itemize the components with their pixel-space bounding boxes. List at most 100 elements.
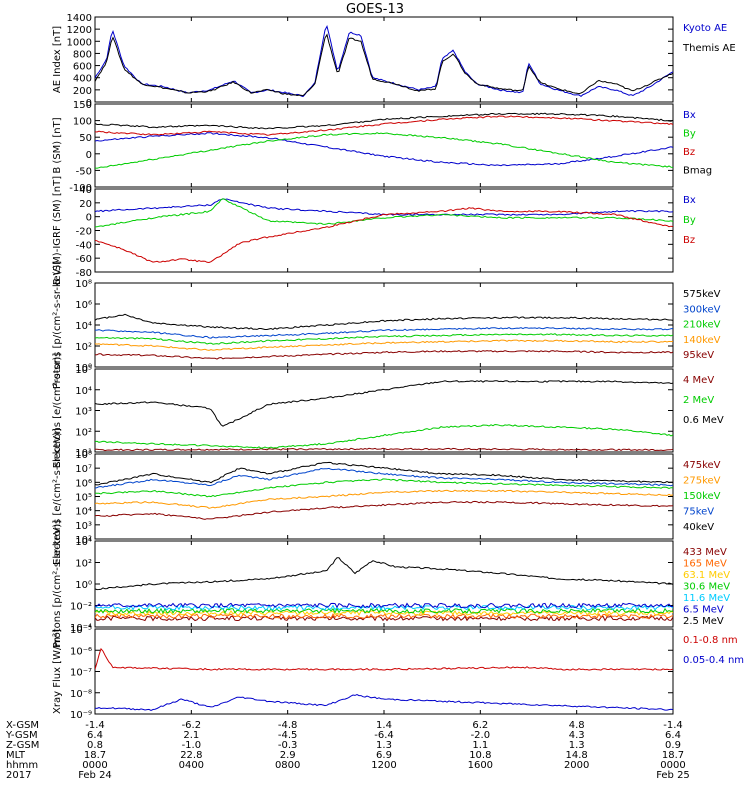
legend-entry: 4 MeV <box>683 375 714 386</box>
ephemeris-value: 10.8 <box>469 750 491 761</box>
y-tick-label: 150 <box>73 100 92 111</box>
series-line-433-mev <box>95 615 673 622</box>
ephemeris-row-label: Z-GSM <box>6 740 39 751</box>
series-line-bmag <box>95 112 673 130</box>
y-tick-label: 10³ <box>75 407 92 418</box>
y-tick-label: 10² <box>75 427 92 438</box>
series-line-40kev <box>95 461 673 486</box>
y-tick-label: 10⁻² <box>70 602 92 613</box>
ephemeris-value: 4.3 <box>569 730 585 741</box>
start-date-label: Feb 24 <box>78 770 112 781</box>
series-line-165-mev <box>95 613 673 620</box>
y-tick-label: 10² <box>75 559 92 570</box>
legend-entry: 433 MeV <box>683 547 727 558</box>
legend-entry: Bz <box>683 235 695 246</box>
ephemeris-value: 2000 <box>564 760 589 771</box>
y-tick-label: 10⁰ <box>75 580 92 591</box>
ephemeris-value: -1.4 <box>663 720 683 731</box>
y-tick-label: -50 <box>76 166 92 177</box>
legend-entry: 210keV <box>683 320 721 331</box>
ephemeris-value: 2.1 <box>183 730 199 741</box>
ephemeris-value: 6.4 <box>665 730 681 741</box>
y-axis-label: Electrons [e/(cm²-s-sr-keV)] <box>52 428 63 565</box>
legend-entry: 140keV <box>683 335 721 346</box>
series-line-11-6-mev <box>95 604 673 611</box>
ephemeris-row-label: Y-GSM <box>5 730 38 741</box>
ephemeris-table: X-GSM -1.4 -6.2 -4.8 1.4 6.2 4.8 -1.4 Y-GSM 6.4 2.… <box>5 720 686 771</box>
y-tick-label: 10⁶ <box>75 300 92 311</box>
legend-entry: 300keV <box>683 304 721 315</box>
y-tick-label: 0 <box>86 213 92 224</box>
ephemeris-value: 0.8 <box>87 740 103 751</box>
y-tick-label: 1000 <box>67 37 92 48</box>
ephemeris-row-label: hhmm <box>6 760 38 771</box>
series-line-30-6-mev <box>95 607 673 615</box>
legend-entry: 6.5 MeV <box>683 604 724 615</box>
series-line-0-1-0-8-nm <box>95 647 673 671</box>
series-line-75kev <box>95 467 673 489</box>
ephemeris-value: 22.8 <box>180 750 202 761</box>
series-line-0-05-0-4-nm <box>95 693 673 711</box>
legend-entry: 150keV <box>683 491 721 502</box>
y-tick-label: -40 <box>76 240 92 251</box>
legend-entry: Bmag <box>683 165 712 176</box>
legend-entry: Themis AE <box>682 43 736 54</box>
series-line-475kev <box>95 500 673 520</box>
y-tick-label: 10⁴ <box>75 321 92 332</box>
y-tick-label: 10⁷ <box>75 464 92 475</box>
legend-entry: 75keV <box>683 506 714 517</box>
ephemeris-value: -1.4 <box>85 720 105 731</box>
panel-bigrf: -80 -60 -40 -20 0 20 40 B (SM)-IGRF (SM) [nT] Bx… <box>52 176 696 285</box>
ephemeris-row-label: MLT <box>6 750 26 761</box>
chart-title: GOES-13 <box>346 2 404 17</box>
y-tick-label: 0 <box>86 98 92 109</box>
legend-entry: By <box>683 128 696 139</box>
y-tick-label: 40 <box>79 185 92 196</box>
series-line-0-6-mev <box>95 380 673 427</box>
y-tick-label: -60 <box>76 254 92 265</box>
legend-entry: 2.5 MeV <box>683 616 724 627</box>
legend-entry: 275keV <box>683 475 721 486</box>
end-date-label: Feb 25 <box>656 770 690 781</box>
y-tick-label: 10⁻⁴ <box>70 623 92 634</box>
y-axis-label: B (SM)-IGRF (SM) [nT] <box>52 176 63 285</box>
ephemeris-value: 1.3 <box>376 740 392 751</box>
legend-entry: 475keV <box>683 460 721 471</box>
y-axis-label: Protons [p/(cm²-s-sr-keV)] <box>52 520 63 648</box>
y-tick-label: 10⁵ <box>75 365 92 376</box>
ephemeris-row-label: X-GSM <box>6 720 39 731</box>
legend-entry: 63.1 MeV <box>683 570 730 581</box>
y-tick-label: 0 <box>86 150 92 161</box>
y-tick-label: 10² <box>75 342 92 353</box>
legend-entry: 575keV <box>683 289 721 300</box>
legend-entry: 2 MeV <box>683 395 714 406</box>
series-line-575kev <box>95 313 673 330</box>
panel-xray: 10⁻⁹ 10⁻⁸ 10⁻⁷ 10⁻⁶ 10⁻⁵ Xray Flux [W/m²] 0.1-… <box>52 625 744 721</box>
legend-entry: 30.6 MeV <box>683 581 730 592</box>
y-axis-label: Xray Flux [W/m²] <box>52 629 63 714</box>
legend-entry: 0.1-0.8 nm <box>683 635 738 646</box>
legend-entry: 11.6 MeV <box>683 593 730 604</box>
series-line-bz <box>95 207 673 264</box>
ephemeris-value: 18.7 <box>84 750 106 761</box>
ephemeris-value: 0400 <box>179 760 204 771</box>
y-tick-label: 10² <box>75 535 92 546</box>
series-line-6-5-mev <box>95 602 673 609</box>
y-tick-label: 400 <box>73 74 92 85</box>
y-tick-label: 800 <box>73 49 92 60</box>
series-line-140kev <box>95 339 673 351</box>
y-tick-label: 20 <box>79 199 92 210</box>
ephemeris-value: -1.0 <box>182 740 202 751</box>
ephemeris-value: -4.5 <box>278 730 298 741</box>
ephemeris-value: 0000 <box>82 760 107 771</box>
legend-entry: Bx <box>683 110 696 121</box>
ephemeris-value: -0.3 <box>278 740 298 751</box>
series-line-150kev <box>95 478 673 498</box>
y-tick-label: 50 <box>79 133 92 144</box>
series-line-bx <box>95 132 673 167</box>
y-tick-label: 10⁻⁹ <box>70 710 92 721</box>
legend-entry: Kyoto AE <box>683 23 727 34</box>
y-tick-label: -80 <box>76 268 92 279</box>
